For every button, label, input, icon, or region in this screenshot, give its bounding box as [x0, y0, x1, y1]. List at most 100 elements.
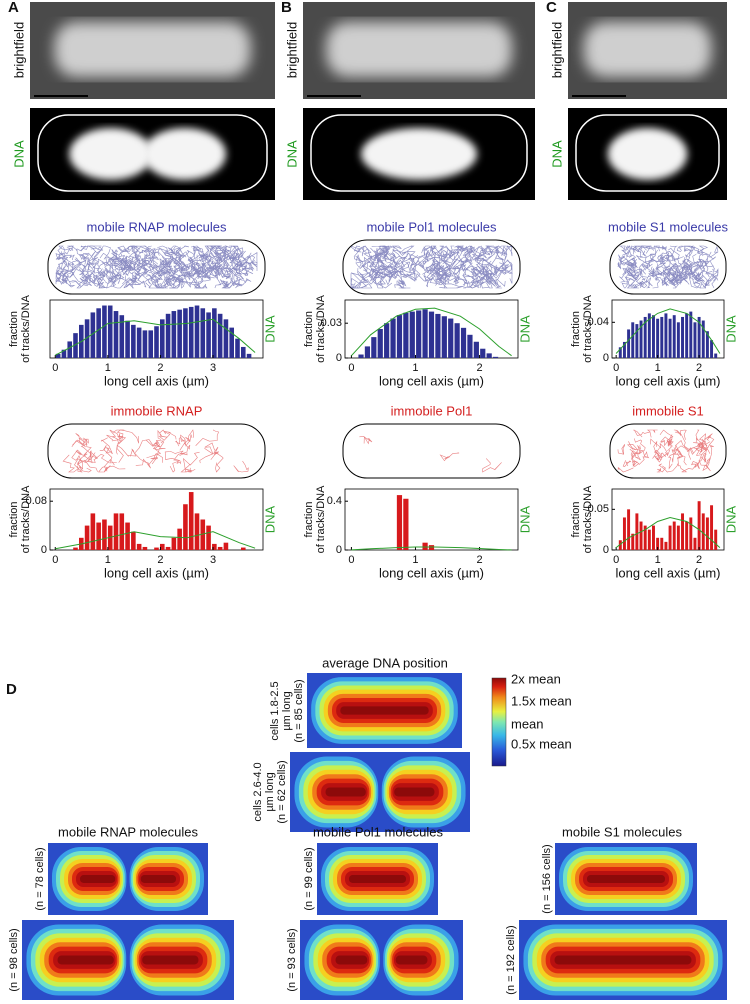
x-tick-label: 1	[412, 362, 418, 374]
bar	[416, 310, 422, 358]
bar	[235, 338, 240, 358]
track	[655, 447, 661, 461]
track	[372, 254, 396, 262]
heat-level	[587, 875, 665, 883]
track	[381, 265, 398, 286]
track	[78, 261, 90, 282]
track	[78, 437, 92, 463]
track	[708, 246, 719, 258]
track	[145, 279, 160, 289]
track	[658, 462, 679, 473]
row-label: µm long	[281, 691, 293, 730]
colorbar	[491, 677, 507, 767]
track	[80, 245, 95, 252]
track	[707, 270, 719, 282]
track	[672, 275, 688, 289]
track	[96, 274, 105, 285]
panel-letter: D	[6, 681, 17, 698]
bar	[113, 513, 119, 550]
bar	[194, 305, 200, 358]
track	[104, 459, 115, 473]
track	[639, 245, 651, 257]
dna-label: DNA	[11, 140, 26, 168]
bar	[643, 316, 647, 358]
track	[124, 262, 134, 276]
track	[76, 269, 93, 282]
bar	[119, 513, 125, 550]
track	[134, 270, 152, 280]
bar	[622, 341, 626, 358]
track	[628, 272, 637, 280]
y-tick-label: 0	[336, 352, 342, 364]
track	[633, 429, 650, 438]
track	[408, 257, 420, 273]
y-axis-label: fraction	[303, 501, 315, 537]
track	[669, 270, 681, 283]
bar	[206, 312, 211, 358]
track	[62, 454, 82, 473]
bar	[631, 533, 635, 550]
track	[149, 263, 169, 277]
dna-line	[351, 546, 512, 551]
brightfield-label: brightfield	[11, 22, 26, 78]
bar	[229, 327, 234, 358]
heat-level	[335, 955, 368, 965]
track	[387, 262, 411, 277]
track	[651, 245, 667, 251]
x-tick-label: 1	[105, 362, 111, 374]
dna-label: DNA	[549, 140, 564, 168]
track	[698, 436, 715, 454]
track	[632, 280, 644, 289]
track	[632, 245, 652, 253]
track	[81, 262, 95, 277]
track	[674, 439, 703, 456]
track	[435, 271, 448, 289]
track	[361, 245, 378, 262]
track	[481, 251, 499, 265]
track	[200, 254, 214, 266]
track	[166, 248, 182, 265]
track	[388, 267, 409, 278]
track	[449, 246, 469, 267]
track	[654, 452, 666, 461]
bar	[194, 513, 200, 550]
track	[180, 463, 193, 473]
track	[188, 246, 201, 268]
bar	[240, 547, 246, 550]
track	[136, 257, 149, 273]
track	[75, 245, 102, 252]
track	[636, 249, 658, 260]
track	[244, 259, 255, 271]
track	[67, 245, 74, 252]
x-tick-label: 0	[613, 362, 619, 374]
bar	[639, 521, 643, 550]
bar	[200, 308, 206, 358]
track	[158, 431, 177, 441]
bar	[428, 545, 435, 550]
track	[187, 257, 198, 271]
track	[209, 245, 223, 263]
bar	[681, 513, 684, 550]
bar	[96, 522, 101, 550]
track	[376, 257, 396, 271]
track	[146, 441, 162, 459]
bar	[454, 323, 460, 358]
track	[111, 249, 127, 264]
x-tick-label: 1	[105, 554, 111, 566]
track	[351, 277, 369, 289]
cell-outline	[609, 423, 727, 479]
heat-level	[395, 955, 428, 965]
colorbar-label: 0.5x mean	[511, 736, 572, 751]
track	[220, 257, 234, 280]
track	[692, 260, 705, 275]
heatmap-title: average DNA position	[322, 655, 448, 670]
bar	[409, 311, 415, 358]
track	[163, 266, 183, 280]
track	[75, 257, 95, 263]
dna-blob	[361, 128, 477, 180]
track	[238, 265, 244, 286]
bar	[371, 337, 377, 358]
bar	[441, 316, 447, 358]
bar	[448, 318, 454, 358]
heat-level	[394, 787, 435, 797]
